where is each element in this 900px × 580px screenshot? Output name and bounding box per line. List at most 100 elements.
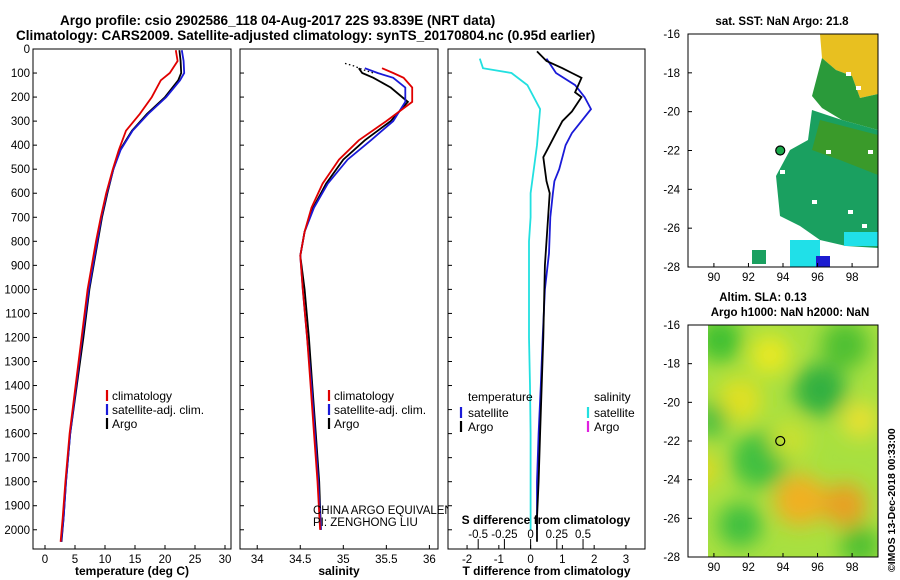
sla-fill (688, 325, 878, 557)
sst-gap (848, 210, 853, 214)
series-t-argo (536, 50, 583, 542)
s-tick-label: -0.25 (491, 529, 517, 541)
sla-blob (750, 335, 790, 375)
y-tick-label: 1600 (4, 429, 30, 441)
x-tick-label: 5 (72, 554, 78, 566)
legend-title-salinity: salinity (594, 390, 631, 404)
x-tick-label: 94 (777, 272, 790, 284)
temperature-series (59, 50, 186, 542)
y-tick-label: 400 (11, 140, 30, 152)
y-tick-label: 1300 (4, 357, 30, 369)
s-xlabel: S difference from climatology (462, 513, 631, 527)
y-tick-label: 2000 (4, 525, 30, 537)
sla-blob (774, 474, 826, 526)
x-tick-label: 36 (423, 554, 436, 566)
y-tick-label: 1200 (4, 332, 30, 344)
sst-gap (846, 72, 851, 76)
x-tick-label: 34.5 (289, 554, 311, 566)
y-tick-label: -18 (663, 359, 680, 371)
sst-cyan-patch (790, 240, 820, 267)
y-tick-label: -26 (663, 513, 680, 525)
sst-green-patch (812, 58, 878, 130)
x-tick-label: -2 (462, 554, 472, 566)
x-tick-label: 2 (591, 554, 597, 566)
sla-blob (718, 378, 762, 422)
sla-nodata-strip (688, 325, 708, 557)
series-climatology (299, 67, 414, 530)
argo-position-marker (775, 145, 786, 156)
legend-label: Argo (468, 420, 494, 434)
y-tick-label: -24 (663, 184, 680, 196)
salinity-series (299, 67, 414, 530)
sst-fill (752, 34, 878, 267)
legend-label: climatology (112, 389, 172, 403)
x-tick-label: 98 (846, 562, 859, 574)
s-tick-label: 0 (527, 529, 533, 541)
sst-blue-patch (816, 256, 830, 267)
x-tick-label: 35 (337, 554, 350, 566)
argo-position-marker (775, 435, 786, 447)
legend-label: climatology (334, 389, 394, 403)
y-tick-label: 500 (11, 164, 30, 176)
sst-map-panel: -16 -18 -20 -22 -24 -26 -28 90 92 94 96 98 sat. SST:… (663, 16, 879, 284)
difference-series (478, 50, 593, 542)
y-tick-label: 800 (11, 236, 30, 248)
sla-blob (770, 420, 810, 460)
sst-gap (812, 200, 817, 204)
x-tick-label: 96 (811, 272, 824, 284)
annotation-text: PI: ZENGHONG LIU (313, 517, 418, 529)
difference-frame (447, 48, 646, 550)
y-tick-label: 1100 (5, 308, 30, 320)
legend-label: satellite-adj. clim. (334, 403, 426, 417)
x-tick-label: 15 (129, 554, 142, 566)
legend-label: satellite (468, 406, 509, 420)
y-tick-label: 1000 (4, 284, 30, 296)
y-tick-label: -28 (663, 552, 680, 564)
x-tick-label: 90 (708, 562, 721, 574)
y-tick-label: 0 (24, 44, 30, 56)
y-tick-label: -20 (663, 107, 680, 119)
legend-label: satellite-adj. clim. (112, 403, 204, 417)
temperature-xlabel: temperature (deg C) (75, 564, 189, 578)
y-tick-label: 100 (11, 68, 30, 80)
y-tick-label: 200 (11, 92, 30, 104)
sla-blob (842, 402, 878, 438)
x-tick-label: -1 (494, 554, 504, 566)
y-tick-label: -22 (663, 436, 680, 448)
x-tick-label: 94 (777, 562, 790, 574)
sst-teal-patch (752, 250, 766, 264)
y-tick-label: -28 (663, 262, 680, 274)
y-tick-label: 300 (11, 116, 30, 128)
y-tick-label: 700 (11, 212, 30, 224)
sla-blob (823, 483, 867, 527)
x-tick-label: 90 (708, 272, 721, 284)
y-tick-label: -24 (663, 475, 680, 487)
difference-panel: -2 -1 0 1 2 3T difference from climatology -0.… (447, 48, 646, 578)
salinity-frame (239, 48, 439, 550)
sst-gap (826, 150, 831, 154)
map-title: sat. SST: NaN Argo: 21.8 (715, 16, 849, 28)
annotation-text: CHINA ARGO EQUIVALENT (313, 505, 460, 517)
x-tick-label: 10 (99, 554, 112, 566)
legend-title-temperature: temperature (468, 390, 533, 404)
sst-gap (856, 86, 861, 90)
y-tick-label: 600 (11, 188, 30, 200)
x-tick-label: 25 (189, 554, 202, 566)
legend-label: Argo (334, 417, 360, 431)
y-tick-label: 1500 (4, 405, 30, 417)
sst-cyan-patch (844, 232, 878, 246)
y-tick-label: -16 (663, 29, 680, 41)
difference-xlabel: T difference from climatology (462, 564, 630, 578)
x-tick-label: 1 (559, 554, 565, 566)
salinity-xlabel: salinity (318, 564, 360, 578)
x-tick-label: 20 (159, 554, 172, 566)
sla-blob (821, 325, 869, 369)
y-tick-label: -18 (663, 68, 680, 80)
map-title: Altim. SLA: 0.13 (719, 292, 807, 304)
sst-gap (868, 150, 873, 154)
title-line-2: Climatology: CARS2009. Satellite-adjuste… (16, 28, 596, 43)
salinity-panel: 34 34.5 35 35.5 36 salinity climatologysatelli… (239, 48, 460, 578)
map-title: Argo h1000: NaN h2000: NaN (711, 307, 870, 319)
y-tick-label: 1800 (4, 477, 30, 489)
